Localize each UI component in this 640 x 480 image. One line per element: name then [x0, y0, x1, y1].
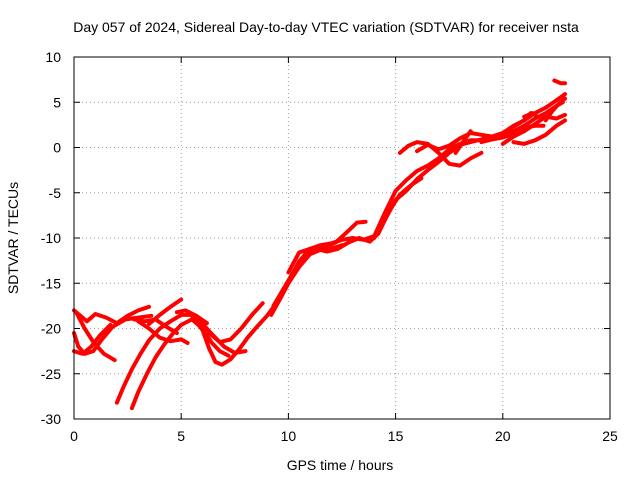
y-tick-label: -30 — [41, 411, 61, 427]
x-axis-label: GPS time / hours — [287, 457, 394, 473]
series-arc-04 — [72, 322, 113, 356]
chart-title: Day 057 of 2024, Sidereal Day-to-day VTE… — [73, 19, 579, 35]
x-tick-label: 20 — [495, 428, 511, 444]
series-arc-23 — [522, 111, 540, 119]
series-arc-14 — [269, 219, 368, 317]
series-arc-05 — [114, 312, 248, 405]
x-tick-label: 5 — [177, 428, 185, 444]
y-tick-label: -25 — [41, 366, 61, 382]
series-arc-21 — [511, 118, 567, 146]
x-tick-label: 15 — [388, 428, 404, 444]
x-tick-label: 10 — [281, 428, 297, 444]
series-arc-09 — [147, 297, 184, 326]
series-arc-06 — [129, 317, 231, 411]
y-tick-label: -10 — [41, 230, 61, 246]
series-arc-19 — [453, 129, 473, 155]
series-arc-10 — [174, 308, 209, 326]
series-arc-18 — [415, 111, 533, 154]
y-tick-label: -20 — [41, 321, 61, 337]
y-tick-label: -15 — [41, 275, 61, 291]
y-tick-label: 10 — [45, 49, 61, 65]
series-arc-15 — [286, 243, 344, 275]
axes-layer: 0 5 10 15 20 25 -30 -25 -20 -15 -10 -5 0 5 10 — [41, 49, 618, 444]
series-arc-24 — [552, 78, 567, 86]
plot-frame — [73, 56, 611, 420]
series-arc-25 — [543, 96, 567, 123]
x-tick-label: 0 — [70, 428, 78, 444]
series-arc-22 — [500, 112, 567, 146]
y-tick-label: 0 — [53, 140, 61, 156]
x-tick-label: 25 — [602, 428, 618, 444]
y-tick-label: 5 — [53, 94, 61, 110]
series-arc-01 — [72, 304, 151, 326]
series-arc-07 — [136, 319, 190, 345]
series-arc-17 — [397, 140, 484, 168]
series-layer — [72, 78, 567, 411]
y-tick-label: -5 — [49, 185, 62, 201]
y-axis-label: SDTVAR / TECUs — [5, 182, 21, 294]
series-arc-12 — [207, 301, 265, 345]
